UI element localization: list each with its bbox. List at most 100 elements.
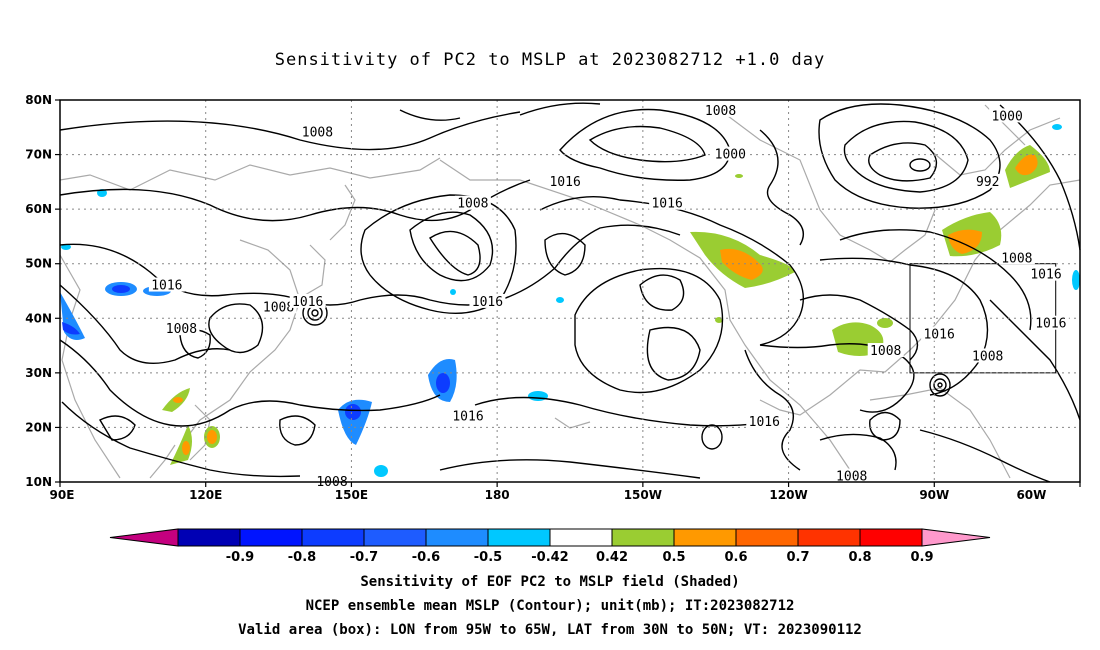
lon-label: 150E (335, 488, 368, 502)
lat-label: 20N (25, 420, 52, 434)
colorbar-box (611, 528, 675, 547)
contour-label-bg (702, 102, 739, 117)
shade-cyan-l (450, 289, 456, 295)
contour-label-bg (989, 108, 1026, 123)
colorbar-label: 0.42 (596, 550, 628, 565)
colorbar-box (673, 528, 737, 547)
lon-label: 60W (1016, 488, 1046, 502)
colorbar-high-triangle (921, 528, 991, 547)
shade-blue-west-core (62, 322, 80, 335)
shade-blue-e-core (345, 404, 361, 420)
graticule (60, 100, 1080, 482)
contour-label-bg (1028, 266, 1064, 281)
colorbar: -0.9 -0.8 -0.7 -0.6 -0.5 -0.42 0.42 0.5 0.6 0.7 0.… (109, 528, 991, 565)
contour-label: 1016 (651, 197, 682, 212)
colorbar-box (735, 528, 799, 547)
shade-cyan-k (1052, 124, 1062, 130)
caption-line-3: Valid area (box): LON from 95W to 65W, L… (238, 622, 862, 638)
lon-label: 90W (919, 488, 949, 502)
colorbar-label: -0.42 (531, 550, 568, 565)
shade-green-i (735, 174, 743, 178)
shade-orange-h (1015, 154, 1038, 176)
contour-label-bg (921, 326, 958, 341)
contour-label-bg (973, 173, 1002, 188)
colorbar-label: 0.7 (786, 550, 809, 565)
contour-label-bg (547, 173, 584, 188)
shade-blue-f-core (436, 373, 450, 393)
contour-label: 992 (976, 175, 999, 190)
contour-label: 1008 (302, 126, 333, 141)
colorbar-label: 0.6 (724, 550, 747, 565)
lat-label: 80N (25, 93, 52, 107)
contour-label-bg (260, 299, 297, 314)
contour-label-bg (314, 474, 350, 488)
shade-orange-d (720, 248, 763, 280)
contour-label: 1000 (991, 109, 1022, 124)
colorbar-low-triangle (109, 528, 179, 547)
contour-label: 1016 (749, 415, 780, 430)
contour-label-bg (163, 321, 200, 336)
contour-label: 1016 (472, 295, 503, 310)
colorbar-box (239, 528, 303, 547)
plot-title: Sensitivity of PC2 to MSLP at 2023082712… (274, 50, 826, 70)
contour-label: 1016 (549, 175, 580, 190)
colorbar-label: -0.5 (474, 550, 502, 565)
lat-label: 40N (25, 311, 52, 325)
colorbar-box (487, 528, 551, 547)
shade-orange-c (207, 430, 217, 444)
contour-label: 1016 (452, 410, 483, 425)
contour-label: 1008 (836, 470, 867, 485)
colorbar-label: -0.6 (412, 550, 440, 565)
contour-label: 1008 (457, 197, 488, 212)
contour-label: 1008 (972, 349, 1003, 364)
shade-cyan-j (1072, 270, 1080, 290)
contour-label: 1000 (715, 148, 746, 163)
colorbar-label: 0.8 (848, 550, 871, 565)
contour-label: 1016 (1030, 268, 1061, 283)
colorbar-box (797, 528, 861, 547)
colorbar-box (301, 528, 365, 547)
colorbar-box (859, 528, 923, 547)
shade-blue-a-core (112, 285, 130, 293)
lat-label: 30N (25, 366, 52, 380)
shade-green-b (170, 425, 192, 465)
contour-label: 1016 (151, 279, 182, 294)
lon-label: 120W (769, 488, 807, 502)
colorbar-box (425, 528, 489, 547)
shade-cyan-h (374, 465, 388, 477)
contour-label-bg (746, 413, 783, 428)
contour-label-bg (299, 124, 336, 139)
contour-label-bg (469, 293, 506, 308)
colorbar-label: 0.9 (910, 550, 933, 565)
contour-label: 1008 (870, 344, 901, 359)
contour-label-bg (450, 408, 486, 423)
shade-orange-a (173, 397, 183, 403)
colorbar-box (177, 528, 241, 547)
contour-label-bg (454, 195, 491, 210)
map-frame (59, 99, 1081, 483)
lat-label: 50N (25, 257, 52, 271)
contour-label: 1008 (1001, 251, 1032, 266)
caption-line-2: NCEP ensemble mean MSLP (Contour); unit(… (305, 598, 795, 614)
contour-label-bg (969, 348, 1006, 363)
shade-green-e2 (877, 318, 893, 328)
lon-label: 90E (50, 488, 75, 502)
colorbar-label: -0.8 (288, 550, 316, 565)
contour-label: 1008 (166, 322, 197, 337)
shade-orange-b (182, 441, 190, 455)
contour-labels: 1008 1016 1008 1016 1008 1008 1016 1016 1008 1016… (148, 102, 1069, 490)
lat-label: 70N (25, 148, 52, 162)
contour-label-bg (712, 146, 749, 161)
shade-cyan-g (528, 391, 548, 401)
contour-label-bg (998, 250, 1035, 265)
shade-cyan-d (61, 244, 71, 250)
contour-label-bg (1032, 315, 1069, 330)
contour-label-bg (833, 468, 870, 483)
contour-label-bg (148, 277, 185, 292)
colorbar-label: 0.5 (662, 550, 685, 565)
contour-label: 1008 (705, 104, 736, 119)
latitude-axis: 80N 70N 60N 50N 40N 30N 20N 10N (25, 93, 60, 489)
contour-label-bg (867, 343, 904, 358)
contour-label: 1016 (923, 328, 954, 343)
